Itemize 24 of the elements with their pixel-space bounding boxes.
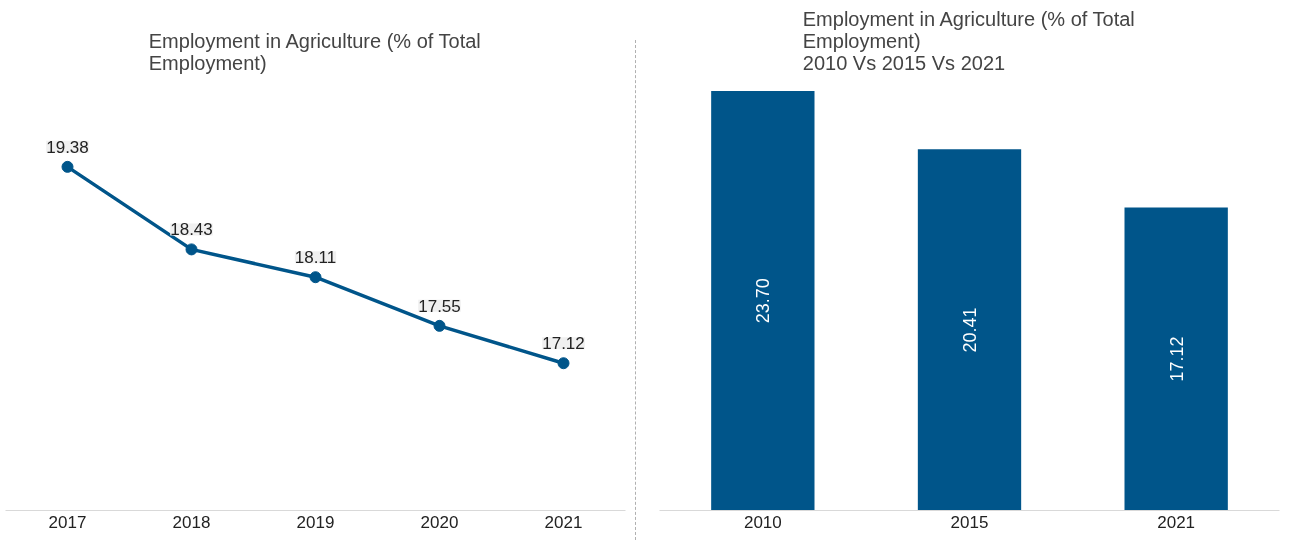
chart-title: Employment in Agriculture (% of Total Employment) [148, 29, 481, 74]
x-tick-label: 2018 [172, 512, 211, 532]
chart-subtitle: 2010 Vs 2015 Vs 2021 [802, 51, 1006, 74]
data-label: 17.12 [542, 334, 585, 354]
data-label: 18.11 [294, 248, 337, 268]
x-tick-label: 2015 [950, 512, 989, 532]
data-label: 17.55 [418, 296, 461, 316]
data-label: 19.38 [46, 137, 89, 157]
x-tick-label: 2020 [420, 512, 459, 532]
x-tick-label: 2010 [743, 512, 782, 532]
point [61, 160, 74, 173]
x-tick-label: 2017 [48, 512, 87, 532]
point [185, 243, 198, 256]
x-tick-label: 2019 [296, 512, 335, 532]
chart-title: Employment in Agriculture (% of Total Employment) [802, 7, 1135, 52]
point [309, 271, 322, 284]
data-label: 18.43 [170, 220, 213, 240]
point [557, 357, 570, 370]
data-label: 23.70 [753, 278, 774, 324]
data-label: 17.12 [1166, 336, 1187, 382]
data-label: 20.41 [960, 307, 980, 353]
x-tick-label: 2021 [1157, 512, 1196, 532]
x-tick-label: 2021 [544, 512, 583, 532]
point [433, 319, 446, 332]
